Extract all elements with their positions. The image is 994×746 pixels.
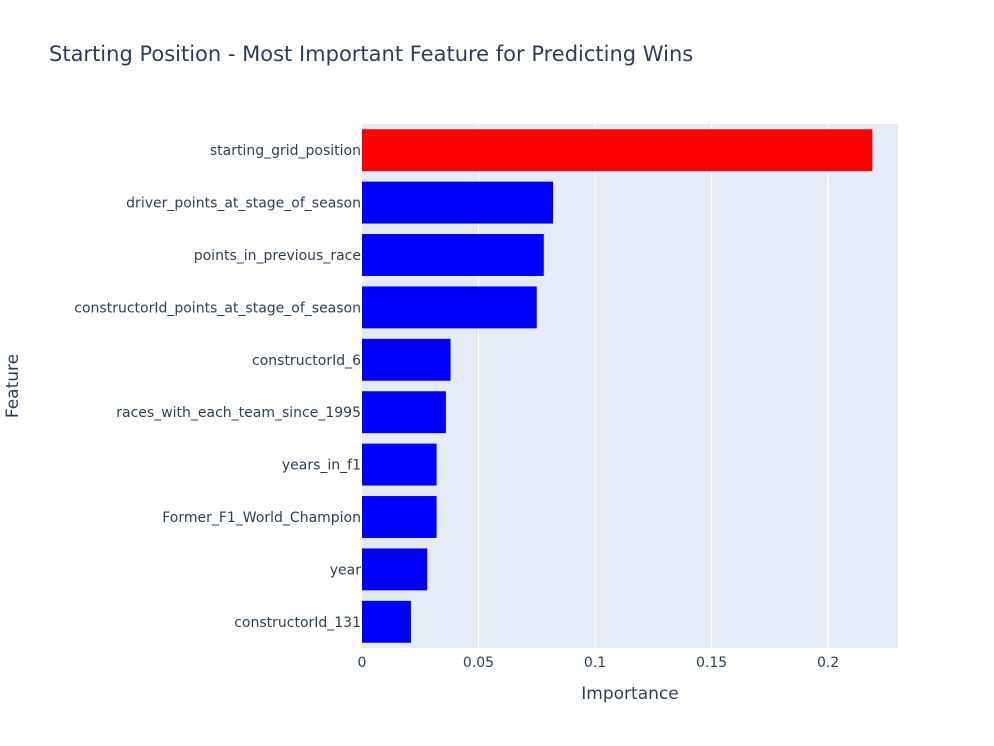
bar-driver_points_at_stage_of_season [362, 181, 554, 224]
bar-constructorId_points_at_stage_of_season [362, 286, 537, 329]
y-tick-label: years_in_f1 [282, 458, 361, 474]
x-tick-label: 0.05 [463, 655, 494, 671]
bar-races_with_each_team_since_1995 [362, 391, 446, 434]
bar-points_in_previous_race [362, 234, 544, 276]
x-tick-label: 0 [358, 655, 367, 671]
y-tick-label: races_with_each_team_since_1995 [116, 405, 361, 421]
bars [362, 129, 873, 643]
y-tick-label: starting_grid_position [210, 143, 361, 159]
bar-constructorId_6 [362, 338, 451, 381]
y-tick-label: constructorId_points_at_stage_of_season [74, 300, 361, 316]
y-tick-label: year [330, 562, 361, 578]
x-tick-label: 0.2 [817, 655, 839, 671]
y-tick-label: points_in_previous_race [194, 248, 361, 264]
bar-years_in_f1 [362, 443, 437, 486]
x-tick-label: 0.1 [584, 655, 606, 671]
y-tick-label: constructorId_6 [252, 353, 361, 369]
y-tick-label: constructorId_131 [234, 615, 361, 631]
x-tick-labels: 0 0.05 0.1 0.15 0.2 [358, 655, 840, 671]
bar-starting_grid_position [362, 129, 873, 172]
y-tick-label: Former_F1_World_Champion [162, 510, 361, 526]
bar-constructorId_131 [362, 600, 411, 643]
x-axis-title: Importance [581, 684, 678, 704]
y-axis-title: Feature [3, 354, 23, 418]
y-tick-label: driver_points_at_stage_of_season [126, 196, 361, 212]
x-tick-label: 0.15 [696, 655, 727, 671]
y-tick-labels: starting_grid_position driver_points_at_s… [74, 143, 361, 631]
chart-title: Starting Position - Most Important Featu… [49, 42, 693, 66]
bar-Former_F1_World_Champion [362, 496, 437, 538]
bar-year [362, 548, 428, 591]
